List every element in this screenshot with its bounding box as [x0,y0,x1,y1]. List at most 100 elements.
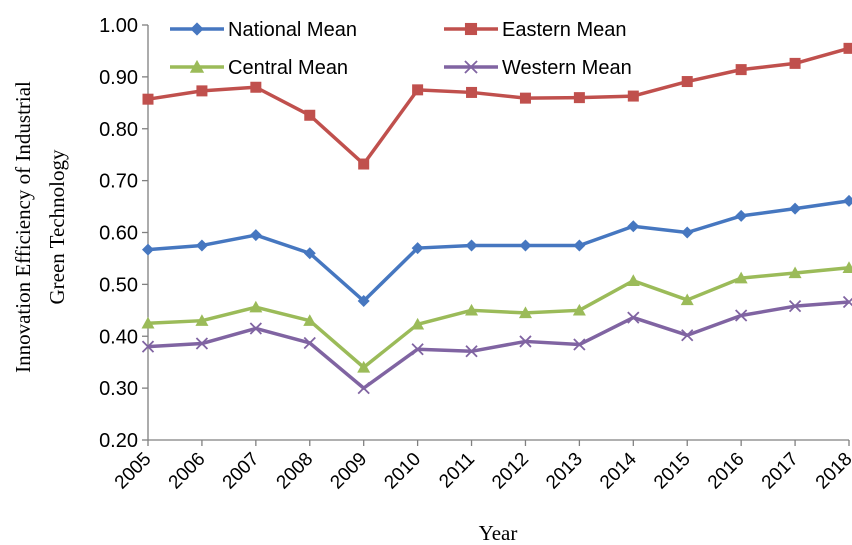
legend-label: Central Mean [228,57,348,79]
data-point [195,314,209,326]
data-point [573,239,586,252]
legend: National Mean Eastern Mean Central Mean Wes… [170,19,632,79]
data-point [196,85,208,97]
legend-label: National Mean [228,19,357,41]
data-point [250,81,262,93]
data-point [465,303,479,316]
series-line [147,266,850,370]
data-point [304,109,316,121]
data-point [249,322,262,335]
y-tick-label: 0.70 [99,171,138,193]
data-point [465,239,478,252]
data-point [466,86,478,98]
data-point [142,243,154,256]
y-tick-label: 0.30 [99,378,138,400]
data-point [303,336,316,350]
data-point [735,309,748,322]
y-axis-title-line-2: Green Technology [45,149,69,305]
y-tick-label: 0.20 [99,430,138,452]
legend-item-central-mean: Central Mean [170,57,348,79]
legend-item-western-mean: Western Mean [444,57,632,79]
data-point [843,42,852,54]
legend-label: Eastern Mean [502,19,627,41]
data-point [195,239,208,252]
x-tick-label: 2015 [650,449,695,494]
legend-label: Western Mean [502,57,632,79]
data-point [142,93,154,105]
legend-item-eastern-mean: Eastern Mean [444,19,627,41]
series-eastern-mean [142,42,852,170]
data-point [195,337,209,350]
x-tick-label: 2018 [812,449,852,494]
data-point [788,300,802,313]
data-point [249,229,262,242]
data-point [572,303,586,316]
x-tick-label: 2014 [596,448,641,493]
x-tick-label: 2013 [542,449,587,494]
data-point [843,194,852,207]
x-tick-label: 2011 [435,449,479,493]
data-point [681,76,693,88]
data-point [411,317,425,330]
y-tick-label: 0.50 [99,274,138,296]
y-tick-label: 0.60 [99,223,138,245]
y-tick-labels: 0.20 0.30 0.40 0.50 0.60 0.70 0.80 0.90 1.00 [99,15,138,452]
data-point [680,293,694,306]
data-point [573,92,585,104]
data-point [357,294,370,307]
data-point [464,60,478,74]
data-point [303,314,317,326]
data-point [842,261,852,273]
x-tick-label: 2007 [219,449,264,494]
x-tick-label: 2016 [704,449,749,494]
data-point [573,338,586,351]
data-point [358,158,370,170]
data-point [627,220,640,233]
y-axis-title: Innovation Efficiency of Industrial Gree… [11,81,69,373]
data-point [357,381,370,395]
series-central-mean [141,261,852,373]
data-point [627,311,640,324]
y-tick-label: 0.90 [99,67,138,89]
data-point [141,340,155,353]
data-point [681,329,694,342]
x-tick-label: 2012 [488,449,533,494]
data-point [626,274,640,286]
data-point [627,90,639,102]
data-point [842,295,852,309]
y-tick-label: 1.00 [99,15,138,37]
x-tick-label: 2017 [758,449,803,494]
data-point [519,239,532,252]
data-point [735,209,748,222]
data-point [789,202,802,215]
series [141,42,852,395]
x-axis-title: Year [479,521,518,545]
y-tick-label: 0.80 [99,119,138,141]
x-tick-label: 2006 [165,449,210,494]
data-point [519,335,532,348]
series-line [147,300,850,390]
x-tick-label: 2009 [326,449,371,494]
data-point [518,306,532,319]
x-tick-label: 2010 [380,449,425,494]
data-point [681,226,694,239]
x-tick-label: 2005 [111,449,156,494]
series-line [147,199,850,303]
data-point [789,57,801,69]
y-axis-title-line-1: Innovation Efficiency of Industrial [11,81,35,373]
data-point [734,271,748,284]
data-point [303,247,316,260]
data-point [190,22,204,36]
legend-item-national-mean: National Mean [170,19,357,41]
data-point [788,266,802,279]
x-tick-labels: 2005 2006 2007 2008 2009 2010 2011 2012 2013 2014… [111,448,852,493]
data-point [464,22,478,36]
data-point [357,360,371,373]
x-tick-label: 2008 [273,449,318,494]
data-point [735,64,747,76]
data-point [519,92,531,104]
data-point [465,345,478,358]
series-national-mean [142,194,852,307]
data-point [411,242,424,255]
